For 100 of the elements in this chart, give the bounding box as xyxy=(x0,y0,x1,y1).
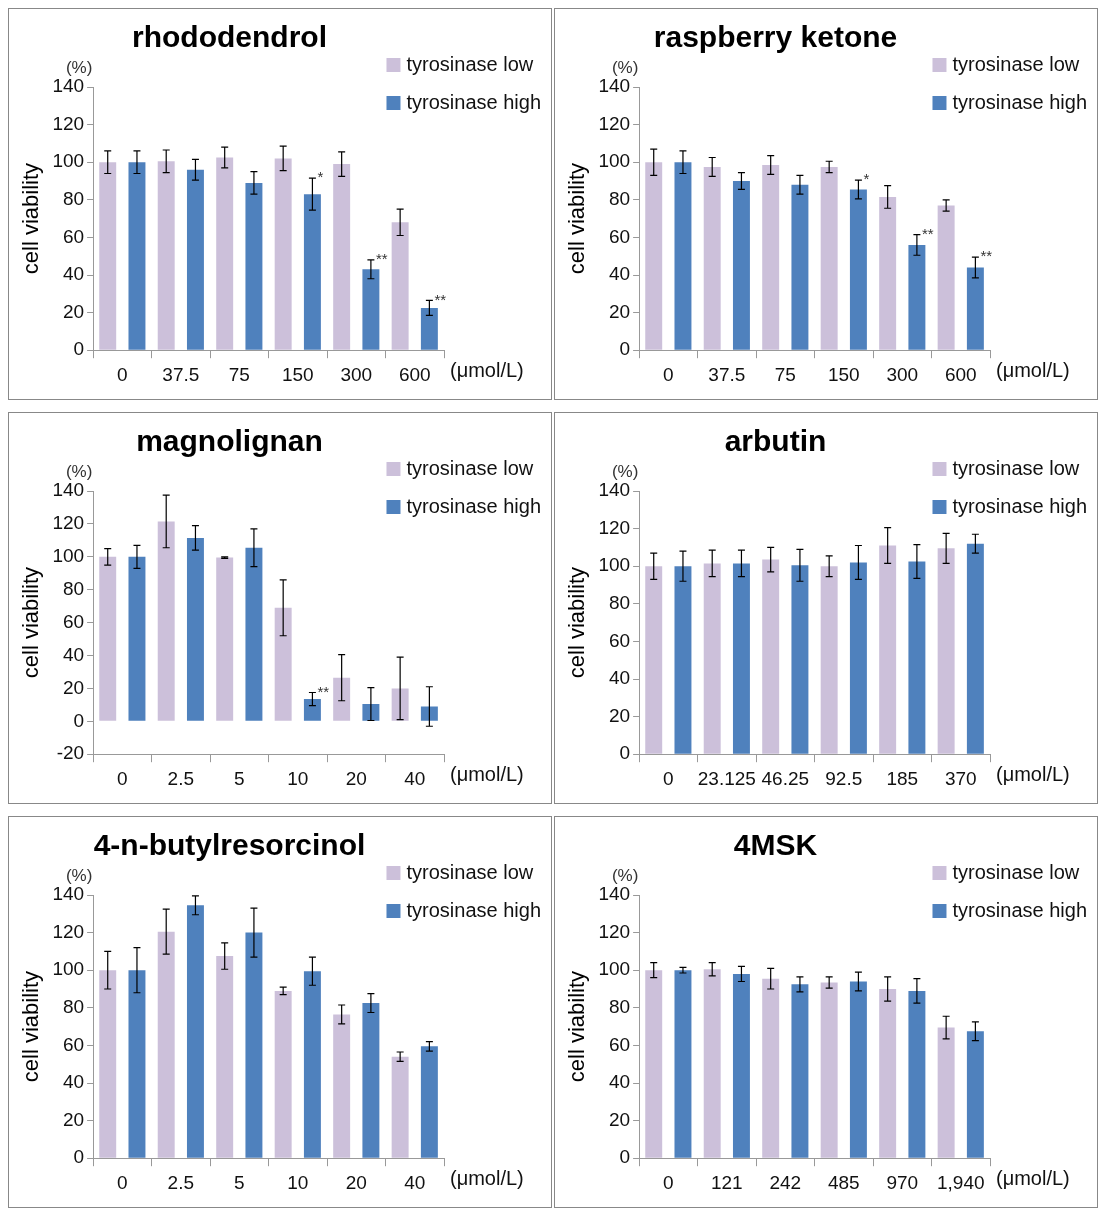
y-tick-label: 100 xyxy=(52,958,85,980)
x-tick-label: 40 xyxy=(404,1171,426,1193)
bar xyxy=(303,971,321,1158)
chart-title: raspberry ketone xyxy=(653,20,898,54)
y-tick-label: 80 xyxy=(62,188,85,210)
bar xyxy=(157,161,175,350)
text: (%) xyxy=(65,866,93,886)
bar xyxy=(128,556,146,721)
y-tick-label: 0 xyxy=(73,709,85,731)
y-tick-label: 20 xyxy=(608,300,631,322)
bar xyxy=(966,1031,984,1158)
x-tick-label: 300 xyxy=(340,363,373,385)
data-label: ** xyxy=(434,290,447,308)
bar xyxy=(849,189,867,350)
bar xyxy=(99,556,117,721)
x-tick-label: 10 xyxy=(287,767,309,789)
y-tick-label: 0 xyxy=(619,338,631,360)
x-tick-label: 40 xyxy=(404,767,426,789)
bar xyxy=(908,990,926,1158)
x-tick-label: 600 xyxy=(944,363,977,385)
y-tick-label: 0 xyxy=(619,742,631,764)
text: (%) xyxy=(611,866,639,886)
legend-label: tyrosinase low xyxy=(952,52,1080,75)
x-tick-label: 2.5 xyxy=(167,767,195,789)
bar xyxy=(674,162,692,350)
y-tick-label: 80 xyxy=(608,188,631,210)
bar xyxy=(157,931,175,1158)
x-tick-label: 0 xyxy=(663,767,674,789)
bar xyxy=(879,196,897,350)
text: (%) xyxy=(65,58,93,78)
x-tick-label: 20 xyxy=(345,767,367,789)
bar xyxy=(128,162,146,350)
y-tick-label: 40 xyxy=(62,643,85,665)
y-tick-label: 20 xyxy=(62,676,85,698)
y-tick-label: 40 xyxy=(608,1071,631,1093)
bar xyxy=(791,984,809,1158)
data-label: * xyxy=(863,170,870,188)
y-tick-label: 140 xyxy=(52,75,85,97)
y-tick-label: 80 xyxy=(62,996,85,1018)
chart-title: magnolignan xyxy=(136,424,323,458)
x-axis-title: (μmol/L) xyxy=(996,762,1070,785)
y-tick-label: 60 xyxy=(62,1033,85,1055)
legend-label: tyrosinase high xyxy=(952,90,1088,113)
legend-label: tyrosinase low xyxy=(952,860,1080,883)
bar xyxy=(645,162,663,350)
y-axis-title: cell viability xyxy=(564,566,590,679)
x-axis-title: (μmol/L) xyxy=(450,358,524,381)
x-tick-label: 46.25 xyxy=(761,767,810,789)
y-axis-title: cell viability xyxy=(18,162,44,275)
bar xyxy=(703,166,721,350)
data-label: ** xyxy=(921,224,934,242)
y-tick-label: -20 xyxy=(56,742,85,764)
y-tick-label: 100 xyxy=(598,554,631,576)
bar xyxy=(674,970,692,1158)
x-axis-title: (μmol/L) xyxy=(450,762,524,785)
y-tick-label: 100 xyxy=(598,150,631,172)
bar xyxy=(908,244,926,350)
bar xyxy=(186,169,204,350)
bar xyxy=(362,1003,380,1158)
bar xyxy=(245,547,263,721)
x-tick-label: 5 xyxy=(234,767,245,789)
text: (%) xyxy=(65,462,93,482)
x-tick-label: 75 xyxy=(228,363,250,385)
x-tick-label: 0 xyxy=(117,363,128,385)
y-tick-label: 120 xyxy=(52,920,85,942)
bar xyxy=(274,607,292,721)
y-tick-label: 80 xyxy=(608,592,631,614)
x-axis-title: (μmol/L) xyxy=(450,1166,524,1189)
bar xyxy=(216,157,234,350)
bar xyxy=(420,307,438,350)
x-tick-label: 485 xyxy=(827,1171,860,1193)
y-tick-label: 60 xyxy=(62,225,85,247)
bar xyxy=(99,970,117,1158)
x-tick-label: 5 xyxy=(234,1171,245,1193)
y-axis-title: cell viability xyxy=(18,970,44,1083)
legend-label: tyrosinase low xyxy=(406,456,534,479)
y-tick-label: 80 xyxy=(62,577,85,599)
x-tick-label: 600 xyxy=(398,363,431,385)
bar xyxy=(732,181,750,350)
bar xyxy=(820,166,838,350)
chart-title: rhododendrol xyxy=(132,20,327,54)
y-tick-label: 140 xyxy=(598,883,631,905)
x-tick-label: 0 xyxy=(663,363,674,385)
x-tick-label: 2.5 xyxy=(167,1171,195,1193)
bar xyxy=(245,932,263,1158)
x-tick-label: 23.125 xyxy=(697,767,756,789)
bar xyxy=(391,1056,409,1158)
y-tick-label: 120 xyxy=(598,112,631,134)
bar xyxy=(99,162,117,350)
chart-title: 4MSK xyxy=(733,828,818,862)
x-tick-label: 37.5 xyxy=(162,363,200,385)
bar xyxy=(128,970,146,1158)
y-tick-label: 0 xyxy=(73,338,85,360)
y-tick-label: 20 xyxy=(62,1108,85,1130)
bar xyxy=(937,1027,955,1158)
y-tick-label: 20 xyxy=(62,300,85,322)
y-tick-label: 140 xyxy=(52,479,85,501)
x-tick-label: 20 xyxy=(345,1171,367,1193)
y-tick-label: 0 xyxy=(73,1146,85,1168)
x-tick-label: 0 xyxy=(663,1171,674,1193)
